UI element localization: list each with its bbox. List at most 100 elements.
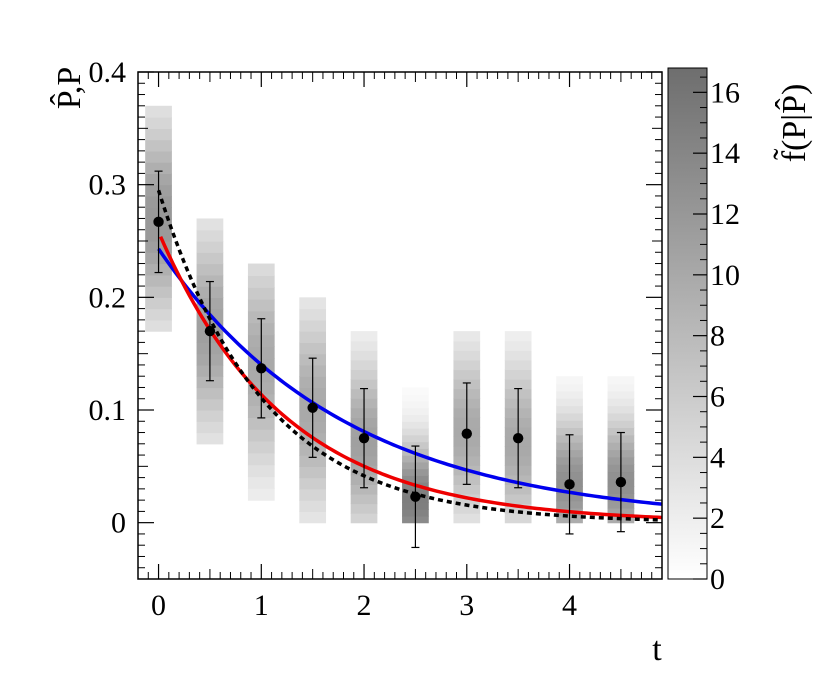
y-tick-label: 0.4 (89, 56, 127, 89)
density-cell (145, 150, 172, 163)
density-cell (453, 513, 481, 524)
density-cell (196, 387, 224, 400)
model-curves (156, 189, 662, 522)
density-cell (556, 383, 583, 392)
density-cell (402, 434, 429, 443)
density-cell (247, 275, 275, 288)
colorbar-tick-label: 4 (710, 441, 725, 474)
density-cell (504, 331, 532, 342)
density-cell (247, 417, 275, 430)
density-cell (247, 310, 275, 324)
density-cell (196, 252, 224, 265)
data-point (358, 432, 370, 444)
density-cell (247, 440, 275, 454)
model-curve (159, 235, 662, 520)
density-cell (556, 390, 583, 399)
data-point (204, 325, 216, 337)
density-cell (196, 241, 224, 253)
density-cell (299, 488, 327, 501)
density-cell (607, 398, 635, 407)
density-cell (607, 376, 635, 385)
density-cell (504, 359, 532, 371)
density-cell (453, 331, 481, 342)
colorbar-tick-label: 6 (710, 381, 725, 414)
density-cell (556, 420, 583, 429)
density-cell (247, 429, 275, 442)
data-points (153, 170, 627, 549)
density-cell (350, 350, 378, 361)
density-cell (402, 414, 429, 422)
x-tick-label: 4 (562, 589, 577, 622)
density-cell (607, 383, 635, 392)
density-cell (556, 376, 583, 385)
density-cell (196, 432, 224, 445)
data-point (512, 432, 524, 444)
density-cell (402, 400, 429, 409)
x-tick-label: 0 (151, 589, 166, 622)
colorbar-tick-label: 10 (710, 259, 740, 292)
density-cell (299, 455, 327, 467)
density-cell (504, 503, 532, 514)
density-cell (453, 340, 481, 351)
colorbar-tick-label: 12 (710, 198, 740, 231)
density-cell (556, 412, 583, 421)
density-cell (247, 299, 275, 312)
data-point (564, 479, 575, 490)
density-cell (504, 513, 532, 524)
axis-ticks: 0 1 2 3 4 0 0.1 0.2 0.3 0.4 (89, 56, 663, 622)
colorbar-tick-label: 2 (710, 502, 725, 535)
colorbar-ticks: 0 2 4 6 8 10 12 14 16 (693, 76, 740, 596)
density-cell (402, 428, 429, 436)
density-cell (247, 263, 275, 276)
data-point (461, 428, 472, 439)
colorbar (667, 67, 708, 580)
density-cell (299, 297, 327, 310)
density-cell (350, 340, 378, 351)
density-cell (350, 484, 378, 495)
density-cell (504, 340, 532, 351)
density-cell (607, 412, 635, 421)
density-cell (145, 105, 172, 118)
colorbar-tick-label: 16 (710, 76, 740, 109)
density-cell (504, 379, 532, 390)
x-tick-label: 3 (459, 589, 474, 622)
density-cell (350, 379, 378, 390)
density-cell (299, 342, 327, 355)
data-point (615, 476, 627, 488)
density-cell (350, 513, 378, 524)
density-cell (504, 369, 532, 380)
density-cell (350, 503, 378, 514)
density-cell (607, 427, 635, 436)
density-cell (196, 410, 224, 422)
density-cell (350, 359, 378, 371)
density-cell (402, 421, 429, 429)
density-cell (247, 488, 275, 501)
y-tick-label: 0.1 (89, 394, 127, 427)
density-cell (145, 139, 172, 152)
colorbar-tick-label: 8 (710, 320, 725, 353)
density-cell (556, 405, 583, 414)
density-cell (196, 229, 224, 242)
density-cell (350, 331, 378, 342)
density-cell (196, 218, 224, 231)
colorbar-title: f̃(P|P̂) (773, 84, 813, 163)
data-point (307, 402, 318, 413)
density-cell (299, 477, 327, 490)
density-cell (145, 319, 172, 332)
density-cell (453, 350, 481, 361)
density-cell (504, 484, 532, 495)
density-cell (247, 476, 275, 489)
y-tick-label: 0 (111, 507, 126, 540)
x-tick-label: 1 (254, 589, 269, 622)
colorbar-tick-label: 0 (710, 563, 725, 596)
x-axis-title: t (652, 631, 662, 668)
density-cell (145, 297, 172, 310)
density-cell (607, 405, 635, 414)
density-cell (402, 394, 429, 402)
density-cell (299, 466, 327, 479)
density-cell (504, 350, 532, 361)
density-cell (299, 500, 327, 512)
data-point (410, 491, 421, 502)
density-cell (453, 503, 481, 514)
density-cell (402, 387, 429, 395)
